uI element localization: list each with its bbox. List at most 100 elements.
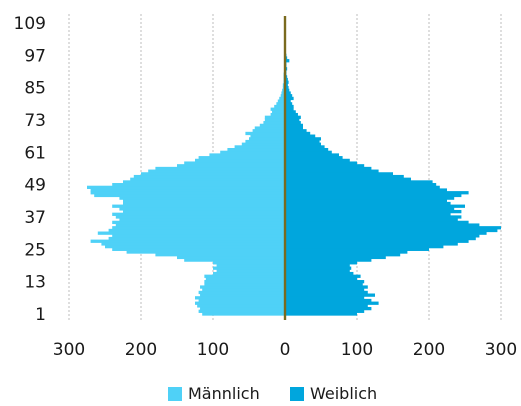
bar-male xyxy=(94,193,285,198)
y-tick-label: 97 xyxy=(24,46,46,66)
bar-male xyxy=(198,298,285,303)
bar-female xyxy=(285,274,361,278)
bar-male xyxy=(279,96,285,101)
bar-female xyxy=(285,150,332,154)
bar-male xyxy=(281,91,285,95)
bar-male xyxy=(195,301,285,305)
bar-male xyxy=(270,112,285,117)
bar-male xyxy=(198,309,285,313)
bar-male xyxy=(177,164,285,168)
bar-female xyxy=(285,161,357,165)
bar-male xyxy=(90,191,285,195)
bar-female xyxy=(285,301,379,305)
bar-male xyxy=(195,158,285,163)
bar-female xyxy=(285,134,316,138)
bar-male xyxy=(123,199,285,203)
bar-male xyxy=(280,94,285,98)
bar-male xyxy=(254,126,285,130)
bar-female xyxy=(285,266,352,270)
bar-male xyxy=(115,223,285,227)
bar-male xyxy=(264,115,285,119)
bar-female xyxy=(285,158,350,163)
bar-female xyxy=(285,263,350,268)
bar-female xyxy=(285,166,372,171)
bar-male xyxy=(112,220,285,225)
bar-female xyxy=(285,193,462,198)
bar-female xyxy=(285,99,291,103)
x-tick-label: 100 xyxy=(341,340,373,360)
bar-female xyxy=(285,118,300,122)
bar-male xyxy=(101,242,286,246)
bar-female xyxy=(285,282,363,287)
bar-male xyxy=(97,231,285,235)
bar-male xyxy=(227,147,285,152)
bar-female xyxy=(285,174,404,179)
bar-female xyxy=(285,188,447,192)
bar-female xyxy=(285,228,498,233)
bar-female xyxy=(285,209,462,214)
bar-female xyxy=(285,104,294,109)
x-tick-label: 200 xyxy=(413,340,445,360)
bar-female xyxy=(285,247,429,251)
bar-male xyxy=(204,274,285,278)
bar-female xyxy=(285,253,401,257)
bar-female xyxy=(285,226,501,230)
y-tick-label: 1 xyxy=(35,305,46,325)
bar-female xyxy=(285,107,294,111)
bar-female xyxy=(285,212,451,216)
bar-male xyxy=(90,239,285,243)
bar-female xyxy=(285,164,365,168)
bar-female xyxy=(285,223,480,227)
legend-swatch-male xyxy=(168,387,182,401)
bar-male xyxy=(112,212,285,216)
bar-male xyxy=(112,183,285,187)
bar-female xyxy=(285,172,393,176)
bar-female xyxy=(285,199,447,203)
bar-female xyxy=(285,59,290,63)
bar-female xyxy=(285,293,375,297)
bar-male xyxy=(276,102,285,106)
bar-male xyxy=(249,137,285,141)
bar-female xyxy=(285,137,321,141)
bar-male xyxy=(105,244,285,249)
bar-female xyxy=(285,115,301,119)
bar-male xyxy=(198,290,285,295)
bar-male xyxy=(209,153,285,157)
bar-female xyxy=(285,309,365,313)
bar-male xyxy=(177,255,285,260)
bar-female xyxy=(285,121,301,125)
bar-male xyxy=(133,174,285,179)
bar-male xyxy=(220,150,285,154)
y-tick-label: 49 xyxy=(24,176,46,196)
legend: Männlich Weiblich xyxy=(168,384,377,403)
bar-female xyxy=(285,271,354,276)
bar-female xyxy=(285,296,365,300)
bar-female xyxy=(285,255,386,260)
bar-female xyxy=(285,269,350,273)
bar-female xyxy=(285,215,462,219)
y-tick-label: 73 xyxy=(24,111,46,131)
bar-male xyxy=(90,188,285,192)
bar-female xyxy=(285,131,311,136)
bar-female xyxy=(285,80,289,84)
y-tick-label: 13 xyxy=(24,273,46,293)
bar-male xyxy=(112,234,285,238)
bar-female xyxy=(285,129,307,133)
bar-male xyxy=(195,296,285,300)
x-tick-label: 100 xyxy=(197,340,229,360)
bar-male xyxy=(123,201,285,206)
bar-male xyxy=(270,107,285,111)
bar-female xyxy=(285,83,288,87)
bar-male xyxy=(241,142,285,146)
bar-female xyxy=(285,231,487,235)
bar-male xyxy=(198,156,285,160)
bar-female xyxy=(285,244,444,249)
bar-male xyxy=(87,185,285,190)
bar-female xyxy=(285,218,458,222)
bar-female xyxy=(285,201,451,206)
bar-male xyxy=(112,247,285,251)
bar-female xyxy=(285,207,455,211)
bar-male xyxy=(123,209,285,214)
x-tick-label: 200 xyxy=(125,340,157,360)
